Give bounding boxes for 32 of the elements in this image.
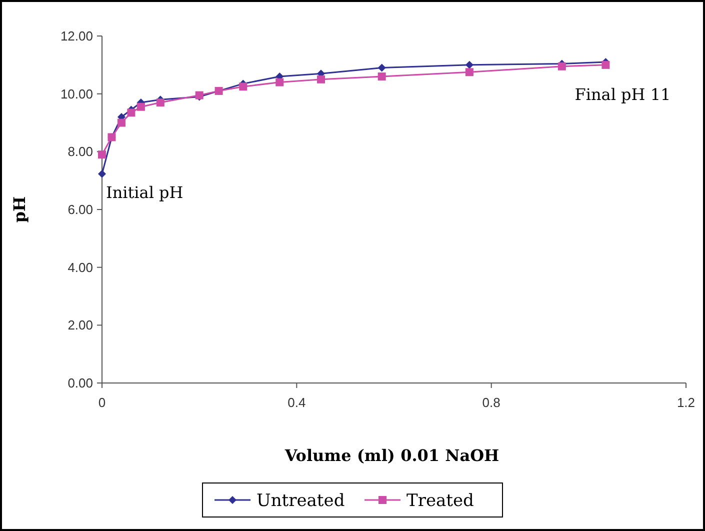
point — [156, 98, 164, 107]
point — [136, 102, 145, 111]
x-tick-label: 0.4 — [288, 395, 306, 410]
annotation: Final pH 11 — [574, 85, 671, 104]
y-tick-label: 0.00 — [68, 376, 93, 391]
point — [378, 64, 386, 72]
y-tick-label: 8.00 — [68, 144, 93, 160]
point — [602, 60, 610, 69]
point — [239, 82, 248, 91]
point — [98, 170, 106, 178]
y-tick-label: 12.00 — [60, 28, 93, 44]
x-tick-label: 0 — [98, 395, 106, 410]
x-axis-title: Volume (ml) 0.01 NaOH — [284, 446, 500, 465]
point — [117, 118, 126, 127]
y-tick-label: 6.00 — [68, 202, 93, 218]
y-tick-label: 4.00 — [68, 260, 93, 275]
x-tick-label: 0.8 — [482, 395, 500, 410]
point — [317, 75, 325, 84]
point — [465, 60, 474, 69]
x-tick-label: 1.2 — [676, 395, 696, 410]
point — [465, 68, 474, 76]
point — [127, 108, 136, 117]
point — [558, 62, 566, 70]
legend-label: Untreated — [256, 490, 345, 511]
annotation: Initial pH — [106, 182, 184, 202]
y-axis-title: pH — [10, 196, 29, 223]
legend-label: Treated — [406, 490, 474, 511]
y-tick-label: 10.00 — [60, 86, 93, 102]
y-tick-label: 2.00 — [68, 318, 93, 333]
point — [378, 72, 386, 80]
point — [98, 150, 106, 159]
point — [276, 78, 284, 86]
